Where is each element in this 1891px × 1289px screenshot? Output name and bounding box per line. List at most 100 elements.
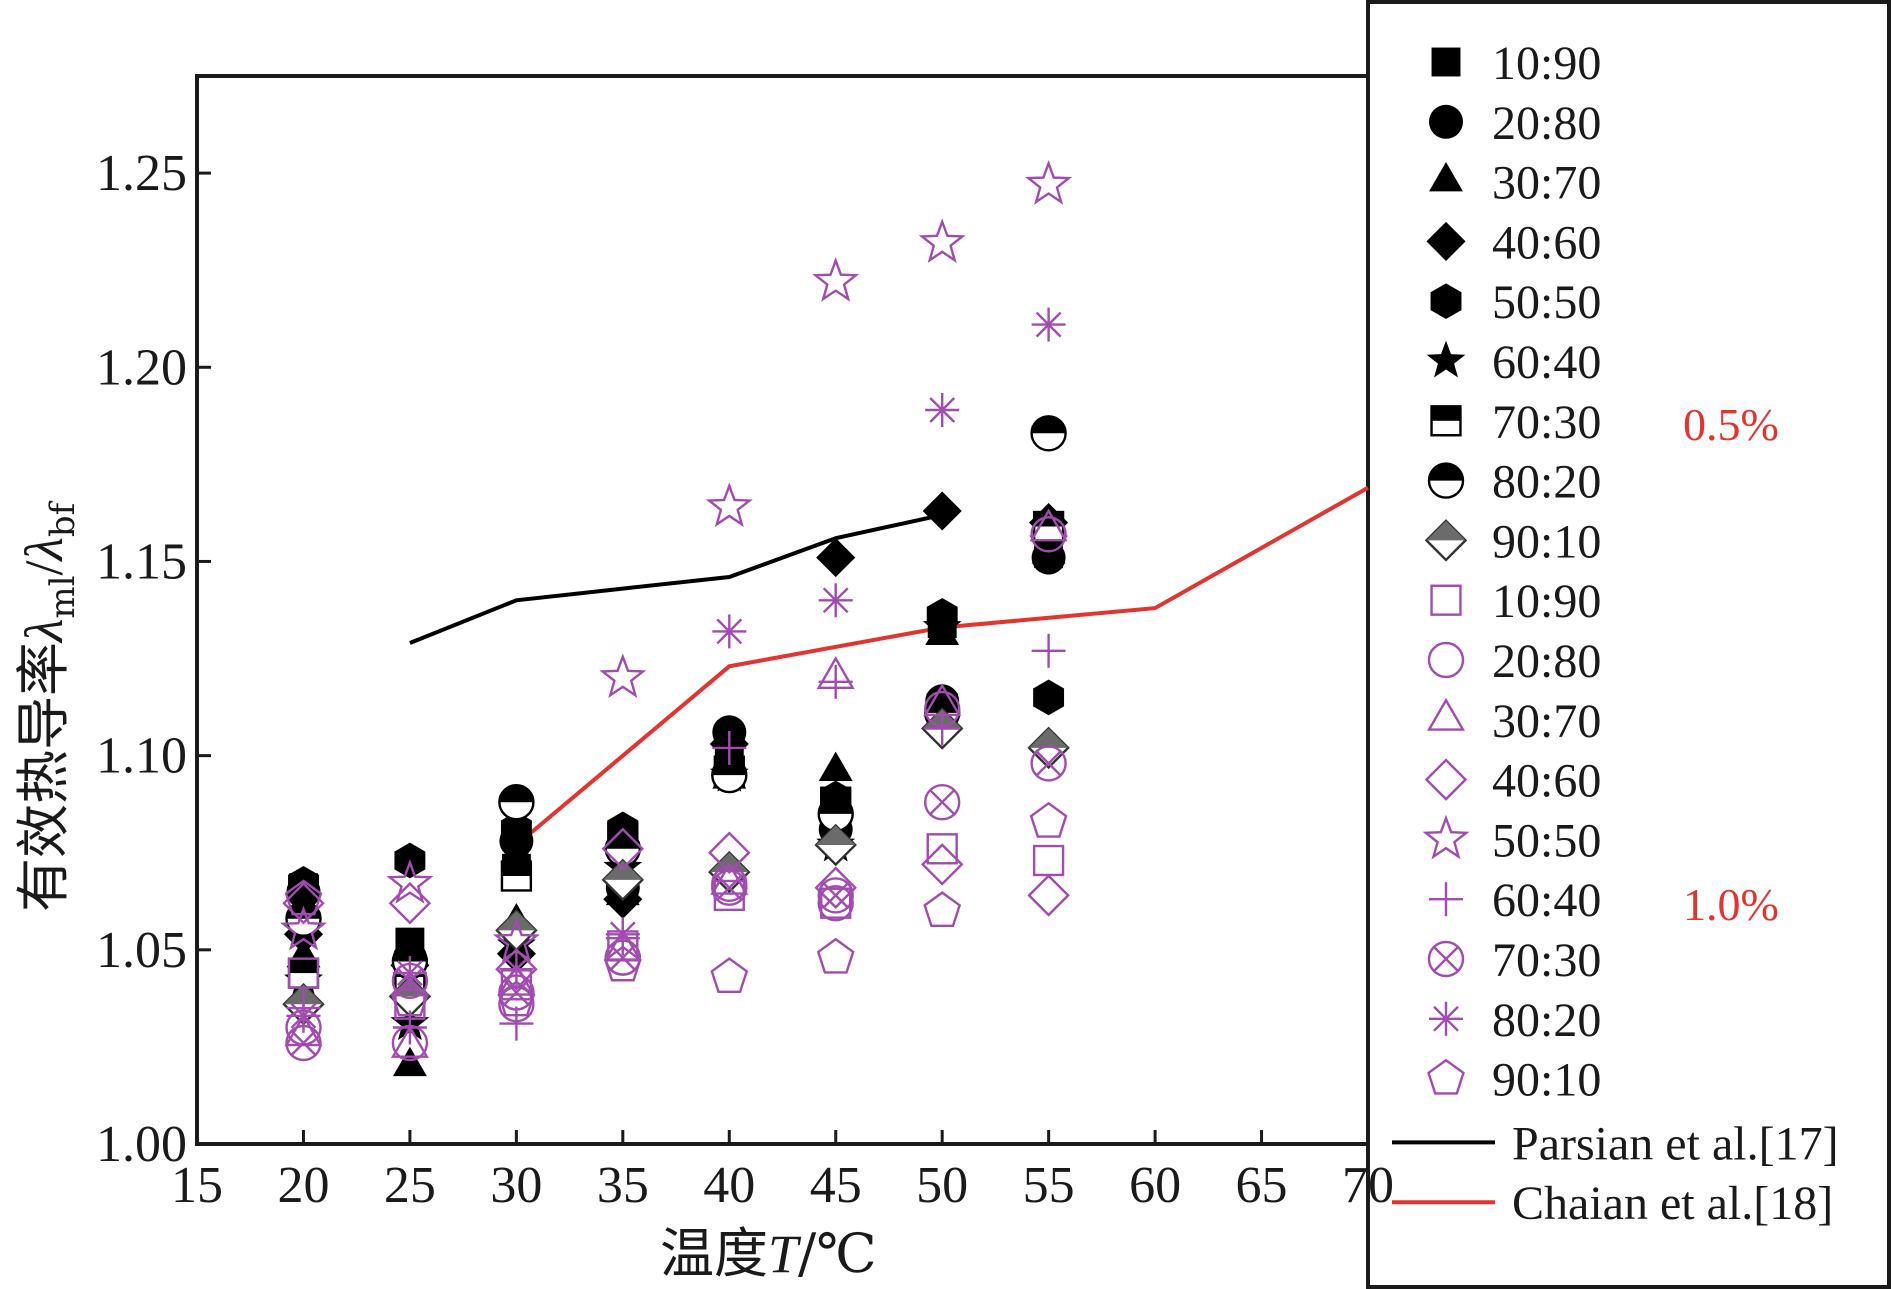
legend-marker-circle-x <box>1427 940 1465 978</box>
legend-marker-circle-open <box>1427 641 1465 679</box>
data-point-diamond-half-90-10 <box>1027 726 1070 770</box>
y-tick-label: 1.25 <box>96 145 187 202</box>
y-axis-label-den-sub: bf <box>43 500 83 537</box>
x-axis-label-unit: /℃ <box>798 1222 877 1285</box>
legend-marker-diamond-half <box>1424 519 1468 562</box>
x-tick-label: 60 <box>1129 1157 1181 1214</box>
legend-label: 20:80 <box>1492 635 1601 688</box>
data-point-diamond-half-90-10 <box>601 858 645 902</box>
legend-marker-asterisk <box>1429 1001 1463 1036</box>
data-point-circle-x-70-30 <box>1030 745 1067 782</box>
y-tick-label: 1.10 <box>96 728 187 785</box>
x-axis-label-var: T <box>768 1224 802 1284</box>
data-point-asterisk-80-20 <box>712 614 747 649</box>
data-point-star-open-50-50 <box>812 257 860 302</box>
legend-group-label-1-0: 1.0% <box>1683 879 1779 930</box>
x-tick-label: 70 <box>1342 1157 1394 1214</box>
data-point-star-open-50-50 <box>492 917 540 963</box>
legend-marker-plus <box>1429 882 1463 917</box>
legend-label: 40:60 <box>1492 755 1601 808</box>
y-tick-label: 1.15 <box>96 533 187 590</box>
data-point-star-open-50-50 <box>1025 159 1073 205</box>
x-tick-label: 50 <box>916 1157 968 1214</box>
data-point-star-filled-60-40 <box>922 607 962 644</box>
legend-label: 80:20 <box>1492 456 1601 509</box>
data-point-asterisk-80-20 <box>818 583 853 618</box>
data-point-triangle-filled-30-70 <box>392 1046 427 1077</box>
legend-label: 70:30 <box>1492 934 1601 987</box>
data-point-pentagon-open-90-10 <box>816 937 855 974</box>
data-point-circle-open-20-80 <box>817 885 854 922</box>
legend-marker-square-filled <box>1431 47 1461 77</box>
legend-marker-star-open <box>1422 814 1470 860</box>
data-point-hexagon-filled-50-50 <box>1033 679 1065 716</box>
y-tick-label: 1.00 <box>96 1116 187 1173</box>
legend: 10:90 20:80 30:70 40:60 50:50 60:40 70:30 80:20… <box>1392 37 1839 1230</box>
data-point-star-open-50-50 <box>279 905 328 951</box>
x-tick-label: 65 <box>1236 1157 1288 1214</box>
data-point-pentagon-open-90-10 <box>603 945 642 982</box>
legend-marker-circle-filled <box>1429 104 1463 139</box>
data-point-square-open-10-90 <box>287 957 320 989</box>
legend-marker-pentagon-open <box>1427 1058 1465 1095</box>
y-tick-label: 1.20 <box>96 339 187 396</box>
data-point-diamond-open-40-60 <box>495 947 538 991</box>
y-axis-label-num: λ <box>14 619 74 644</box>
y-axis-label-den: λ <box>14 537 74 562</box>
data-point-diamond-filled-40-60 <box>922 491 962 531</box>
y-axis-label-cn: 有效热导率 <box>12 642 75 912</box>
data-point-plus-60-40 <box>818 664 853 699</box>
reference-lines <box>409 485 1369 847</box>
data-point-pentagon-open-90-10 <box>710 957 749 994</box>
x-tick-label: 35 <box>597 1157 649 1214</box>
legend-label: 50:50 <box>1492 814 1601 867</box>
data-point-square-open-10-90 <box>926 833 958 865</box>
y-axis-label: 有效热导率λml/λbf <box>12 500 83 912</box>
data-point-triangle-open-30-70 <box>284 1013 323 1047</box>
x-tick-label: 55 <box>1023 1157 1075 1214</box>
data-point-circle-half-80-20 <box>498 784 535 821</box>
legend-box <box>1366 0 1891 1289</box>
line-chaian <box>515 485 1369 847</box>
legend-marker-square-open <box>1430 584 1462 616</box>
x-tick-label: 25 <box>384 1157 436 1214</box>
data-point-triangle-open-30-70 <box>1029 508 1068 542</box>
x-tick-label: 30 <box>490 1157 542 1214</box>
data-point-square-open-10-90 <box>1032 844 1065 877</box>
y-axis-label-num-sub: ml <box>43 575 83 618</box>
data-point-circle-half-80-20 <box>817 795 854 833</box>
data-point-pentagon-open-90-10 <box>391 980 429 1017</box>
data-point-asterisk-80-20 <box>392 956 427 991</box>
data-point-diamond-open-40-60 <box>1027 874 1070 917</box>
legend-label: 10:90 <box>1492 575 1601 628</box>
legend-marker-diamond-filled <box>1426 221 1466 261</box>
data-point-triangle-open-30-70 <box>603 927 642 961</box>
data-point-circle-x-70-30 <box>817 877 854 914</box>
y-axis: 1.00 1.05 1.10 1.15 1.20 1.25 <box>96 145 211 1173</box>
data-point-star-open-50-50 <box>918 218 966 263</box>
data-point-diamond-open-40-60 <box>601 827 645 871</box>
data-point-pentagon-open-90-10 <box>497 980 536 1017</box>
data-point-hexagon-filled-50-50 <box>500 811 532 848</box>
data-point-star-open-50-50 <box>705 482 753 528</box>
legend-marker-circle-half <box>1427 462 1465 499</box>
data-point-diamond-open-40-60 <box>708 831 751 874</box>
legend-label: 30:70 <box>1492 695 1601 748</box>
data-point-plus-60-40 <box>925 711 960 746</box>
legend-marker-hexagon-filled <box>1430 283 1462 320</box>
data-point-diamond-open-40-60 <box>920 843 964 886</box>
data-point-asterisk-80-20 <box>925 393 960 427</box>
data-point-plus-60-40 <box>1031 633 1066 668</box>
data-point-pentagon-open-90-10 <box>284 879 323 916</box>
legend-label: 90:10 <box>1492 515 1601 568</box>
data-point-triangle-filled-30-70 <box>818 751 853 781</box>
data-point-pentagon-open-90-10 <box>923 891 962 928</box>
legend-label: 20:80 <box>1492 97 1601 150</box>
data-point-star-open-50-50 <box>599 653 647 698</box>
x-tick-label: 45 <box>810 1157 862 1214</box>
x-axis: 15 20 25 30 35 40 45 50 55 60 65 70 <box>171 1130 1394 1214</box>
data-point-circle-x-70-30 <box>924 784 961 821</box>
legend-marker-triangle-filled <box>1429 162 1463 192</box>
data-point-plus-60-40 <box>499 1006 534 1041</box>
data-point-diamond-filled-40-60 <box>816 538 856 578</box>
